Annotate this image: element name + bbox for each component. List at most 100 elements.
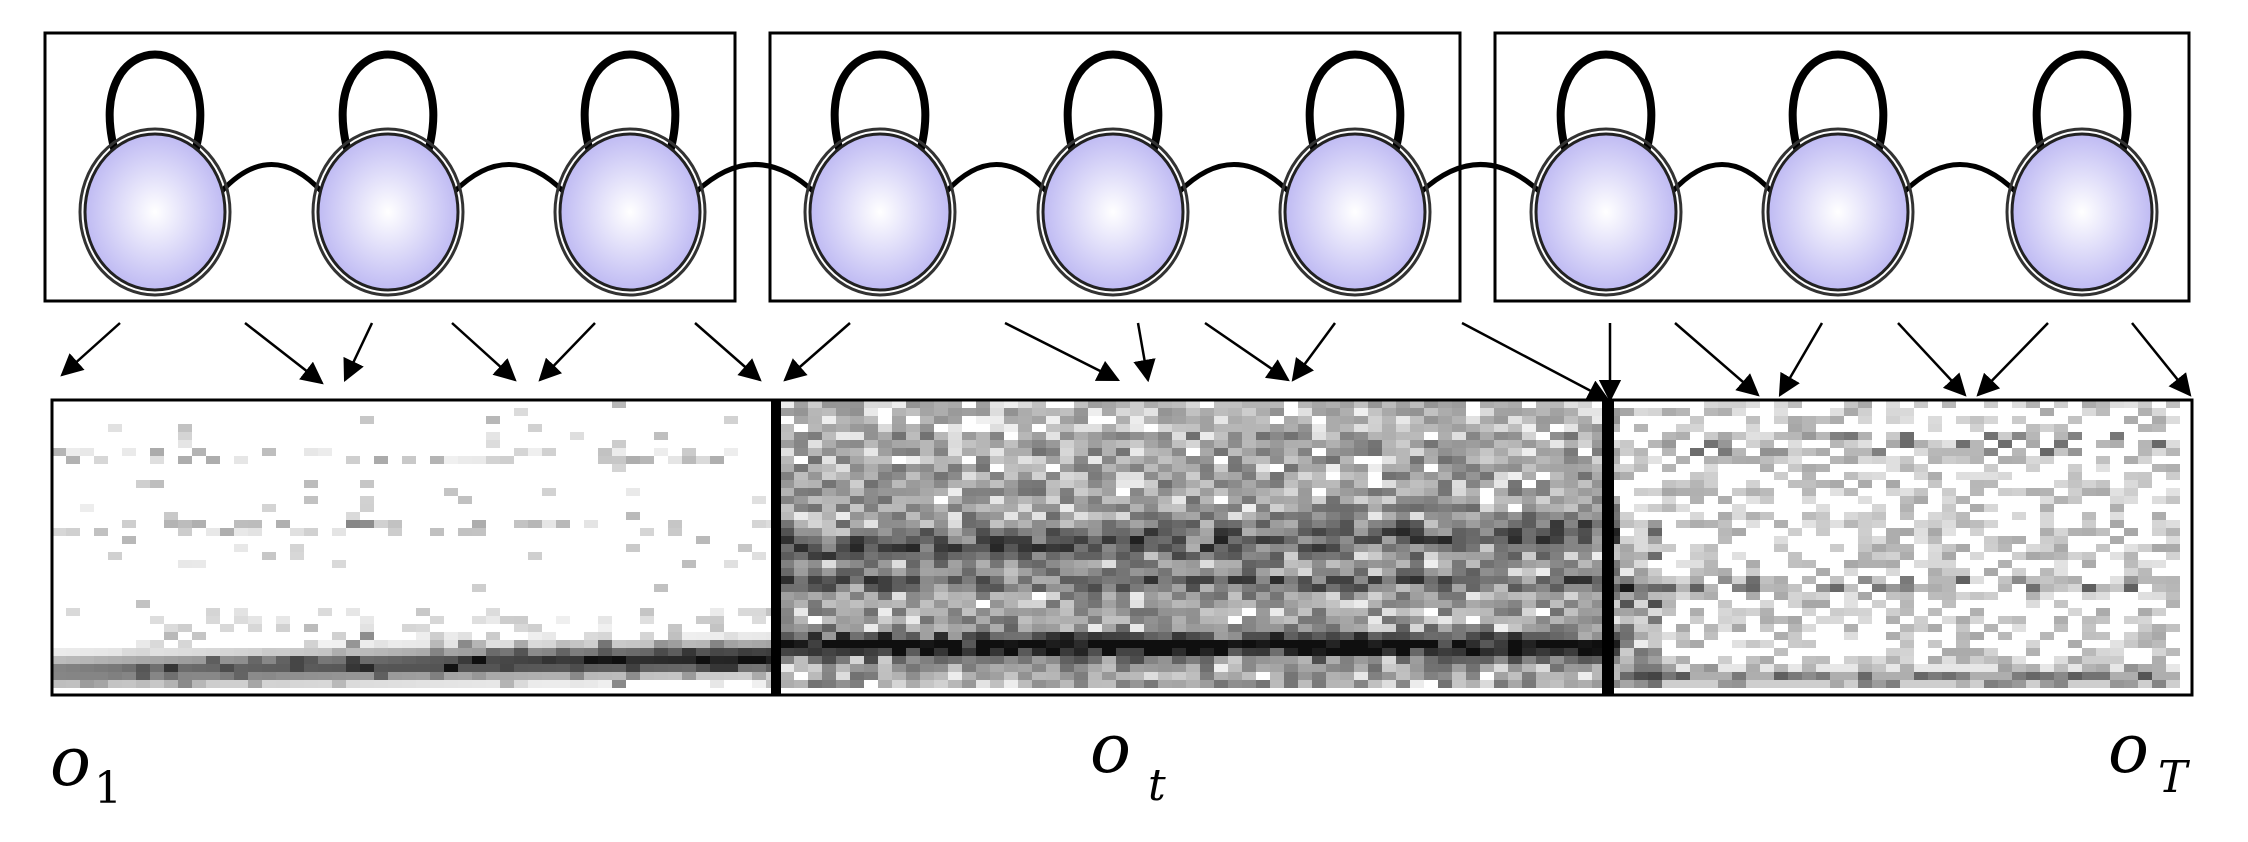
spectrogram-cell: [1564, 608, 1578, 616]
spectrogram-cell: [1046, 424, 1060, 432]
spectrogram-cell: [1396, 624, 1410, 632]
hmm-state: [1283, 132, 1427, 292]
spectrogram-cell: [626, 664, 640, 672]
spectrogram-cell: [976, 416, 990, 424]
spectrogram-cell: [1900, 512, 1914, 520]
spectrogram-cell: [836, 576, 850, 584]
spectrogram-cell: [1872, 520, 1886, 528]
spectrogram-cell: [1676, 480, 1690, 488]
spectrogram-cell: [1620, 680, 1634, 688]
spectrogram-cell: [1074, 552, 1088, 560]
spectrogram-cell: [892, 576, 906, 584]
spectrogram-cell: [1914, 528, 1928, 536]
spectrogram-cell: [1704, 544, 1718, 552]
spectrogram-cell: [1186, 400, 1200, 408]
spectrogram-cell: [668, 656, 682, 664]
spectrogram-cell: [1438, 440, 1452, 448]
spectrogram-cell: [1032, 488, 1046, 496]
spectrogram-cell: [1270, 544, 1284, 552]
spectrogram-cell: [2082, 552, 2096, 560]
spectrogram-cell: [1270, 408, 1284, 416]
spectrogram-cell: [1452, 528, 1466, 536]
spectrogram-cell: [1634, 528, 1648, 536]
spectrogram-cell: [1214, 600, 1228, 608]
spectrogram-cell: [1508, 592, 1522, 600]
spectrogram-cell: [360, 632, 374, 640]
spectrogram-cell: [1186, 656, 1200, 664]
spectrogram-cell: [1970, 488, 1984, 496]
spectrogram-cell: [1844, 400, 1858, 408]
spectrogram-cell: [794, 520, 808, 528]
spectrogram-cell: [1648, 672, 1662, 680]
spectrogram-cell: [1410, 504, 1424, 512]
spectrogram-cell: [528, 424, 542, 432]
spectrogram-cell: [1312, 640, 1326, 648]
spectrogram-cell: [472, 456, 486, 464]
spectrogram-cell: [1732, 584, 1746, 592]
spectrogram-cell: [1102, 544, 1116, 552]
spectrogram-cell: [262, 648, 276, 656]
spectrogram-cell: [1046, 656, 1060, 664]
spectrogram-cell: [1662, 440, 1676, 448]
spectrogram-cell: [332, 632, 346, 640]
spectrogram-cell: [1410, 536, 1424, 544]
spectrogram-cell: [472, 520, 486, 528]
svg-text:t: t: [1148, 760, 1166, 811]
emission-arrow: [1674, 322, 1760, 397]
spectrogram-cell: [2152, 656, 2166, 664]
spectrogram-cell: [1494, 584, 1508, 592]
spectrogram-cell: [2054, 496, 2068, 504]
spectrogram-cell: [122, 664, 136, 672]
spectrogram-cell: [486, 432, 500, 440]
spectrogram-cell: [1186, 552, 1200, 560]
spectrogram-cell: [304, 480, 318, 488]
spectrogram-cell: [626, 456, 640, 464]
spectrogram-cell: [1200, 528, 1214, 536]
spectrogram-cell: [612, 440, 626, 448]
spectrogram-cell: [1340, 432, 1354, 440]
spectrogram-cell: [1592, 600, 1606, 608]
spectrogram-cell: [1326, 400, 1340, 408]
spectrogram-cell: [1410, 624, 1424, 632]
spectrogram-cell: [1214, 472, 1228, 480]
spectrogram-cell: [836, 416, 850, 424]
spectrogram-cell: [2068, 464, 2082, 472]
spectrogram-cell: [1508, 648, 1522, 656]
spectrogram-cell: [808, 576, 822, 584]
spectrogram-cell: [1690, 616, 1704, 624]
spectrogram-cell: [1228, 592, 1242, 600]
spectrogram-cell: [1032, 608, 1046, 616]
spectrogram-cell: [1172, 400, 1186, 408]
spectrogram-cell: [1858, 680, 1872, 688]
spectrogram-cell: [1144, 440, 1158, 448]
spectrogram-cell: [1578, 680, 1592, 688]
spectrogram-cell: [2054, 560, 2068, 568]
spectrogram-cell: [1494, 656, 1508, 664]
spectrogram-cell: [864, 560, 878, 568]
spectrogram-cell: [1578, 400, 1592, 408]
spectrogram-cell: [1074, 672, 1088, 680]
spectrogram-cell: [122, 520, 136, 528]
spectrogram-cell: [178, 520, 192, 528]
spectrogram-cell: [2054, 448, 2068, 456]
spectrogram-cell: [1284, 656, 1298, 664]
spectrogram-cell: [1158, 496, 1172, 504]
spectrogram-cell: [1900, 488, 1914, 496]
spectrogram-cell: [276, 648, 290, 656]
spectrogram-cell: [1046, 456, 1060, 464]
spectrogram-cell: [1844, 560, 1858, 568]
spectrogram-cell: [1172, 560, 1186, 568]
spectrogram-cell: [1214, 416, 1228, 424]
spectrogram-cell: [1102, 408, 1116, 416]
spectrogram-cell: [794, 464, 808, 472]
spectrogram-cell: [1214, 432, 1228, 440]
spectrogram-cell: [1634, 640, 1648, 648]
spectrogram-cell: [1774, 632, 1788, 640]
spectrogram-cell: [1900, 640, 1914, 648]
spectrogram-cell: [164, 632, 178, 640]
spectrogram-cell: [1830, 672, 1844, 680]
spectrogram-cell: [1522, 680, 1536, 688]
spectrogram-cell: [1200, 640, 1214, 648]
spectrogram-cell: [1256, 480, 1270, 488]
spectrogram-cell: [1144, 416, 1158, 424]
